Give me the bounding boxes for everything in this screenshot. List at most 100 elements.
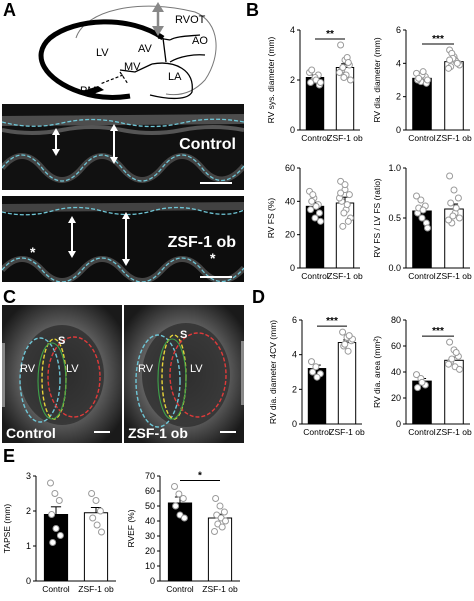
data-point xyxy=(309,191,317,199)
lv-outline xyxy=(169,332,227,418)
label-la: LA xyxy=(168,71,182,83)
data-point xyxy=(445,64,452,72)
heart-diagram: RVOT AO LV AV MV LA PM xyxy=(38,2,217,100)
x-tick-label: ZSF-1 ob xyxy=(436,271,472,281)
data-point xyxy=(92,497,100,504)
data-point xyxy=(307,206,315,214)
mv-line xyxy=(119,63,153,73)
x-tick-label: ZSF-1 ob xyxy=(329,427,365,437)
y-tick-label: 10 xyxy=(145,561,155,571)
rvot-arrow-head-up xyxy=(152,2,164,12)
data-point xyxy=(93,521,101,529)
data-point xyxy=(211,528,218,535)
y-tick-label: 6 xyxy=(292,315,297,325)
panel-label-c: C xyxy=(3,287,16,307)
rvot-wall xyxy=(75,5,217,96)
data-point xyxy=(48,511,56,518)
significance-stars: *** xyxy=(432,326,444,337)
y-tick-label: 3 xyxy=(26,471,31,481)
data-point xyxy=(212,495,220,502)
y-tick-label: 0 xyxy=(150,576,155,586)
data-point xyxy=(180,514,188,522)
av-line xyxy=(162,37,167,63)
y-axis-label: RV dia. diameter (mm) xyxy=(372,37,382,123)
data-point xyxy=(413,192,420,200)
data-point xyxy=(89,514,97,522)
echo-control-rv: RV xyxy=(20,363,36,375)
mmode-zsf-label: ZSF-1 ob xyxy=(167,234,236,251)
data-point xyxy=(220,508,228,516)
data-point xyxy=(448,355,456,363)
data-point xyxy=(445,216,452,224)
echo-control-s: S xyxy=(58,335,66,347)
data-point xyxy=(344,59,352,66)
x-tick-label: ZSF-1 ob xyxy=(436,427,472,437)
data-point xyxy=(413,371,420,379)
data-point xyxy=(453,59,461,67)
y-tick-label: 6 xyxy=(396,25,401,35)
data-point xyxy=(218,523,226,531)
x-tick-label: Control xyxy=(166,584,194,594)
data-point xyxy=(452,204,460,212)
mmode-asterisk-left: * xyxy=(30,244,36,260)
data-point xyxy=(172,502,180,510)
chart-tapse: TAPSE (mm) 0 1 2 3 Control ZSF-1 ob xyxy=(2,471,116,594)
bar-zsf xyxy=(444,61,464,131)
data-point xyxy=(447,199,455,207)
data-point xyxy=(308,66,316,74)
y-tick-label: 40 xyxy=(391,367,401,377)
data-point xyxy=(345,191,353,199)
trace-rv-bottom xyxy=(2,257,244,282)
y-axis-label: RV FS (%) xyxy=(266,198,276,239)
rv-outline xyxy=(19,337,61,423)
mmode-control-label: Control xyxy=(179,136,236,153)
label-ao: AO xyxy=(192,35,208,47)
y-axis-label: RV sys. diameter (mm) xyxy=(266,36,276,123)
mmode-asterisk-right: * xyxy=(210,250,216,266)
data-point xyxy=(56,532,64,539)
data-point xyxy=(344,347,352,355)
rv-outline xyxy=(135,334,181,428)
label-mv: MV xyxy=(124,61,141,73)
label-pm: PM xyxy=(80,85,97,97)
data-point xyxy=(317,217,324,225)
rvot-arrow-head-down xyxy=(152,26,164,36)
chart-rv-dia-area: RV dia. area (mm²) 0 20 40 60 80 Control ZSF-1 … xyxy=(372,315,472,437)
data-point xyxy=(312,202,320,210)
chart-rv-dia-diameter: RV dia. diameter (mm) 0 2 4 6 Control ZSF-1 ob… xyxy=(372,25,472,143)
data-point xyxy=(98,528,105,536)
y-tick-label: 80 xyxy=(391,315,401,325)
data-point xyxy=(415,74,423,82)
data-point xyxy=(222,517,229,525)
echo-control-label: Control xyxy=(6,425,56,441)
data-point xyxy=(336,69,343,76)
x-tick-label: Control xyxy=(408,427,436,437)
echo-zsf: S RV LV ZSF-1 ob xyxy=(124,305,244,443)
septum-line xyxy=(157,37,171,41)
data-point xyxy=(343,201,351,209)
mv-dashed-2 xyxy=(99,74,124,85)
data-point xyxy=(175,490,183,498)
data-point xyxy=(456,214,463,222)
significance-stars: ** xyxy=(326,29,334,40)
panel-label-a: A xyxy=(3,0,16,20)
data-point xyxy=(171,483,178,490)
x-tick-label: ZSF-1 ob xyxy=(327,133,363,143)
y-tick-label: 50 xyxy=(145,501,155,511)
y-tick-label: 4 xyxy=(292,350,297,360)
data-point xyxy=(311,214,319,222)
y-tick-label: 0.0 xyxy=(388,263,401,273)
label-av: AV xyxy=(138,43,153,55)
x-tick-label: ZSF-1 ob xyxy=(327,271,363,281)
data-point xyxy=(456,365,463,373)
data-point xyxy=(55,497,63,504)
data-point xyxy=(424,76,431,84)
x-tick-label: ZSF-1 ob xyxy=(202,584,238,594)
y-tick-label: 60 xyxy=(391,341,401,351)
echo-control: S RV LV Control xyxy=(2,305,122,443)
data-point xyxy=(88,490,96,497)
echo-zsf-rv: RV xyxy=(138,363,154,375)
y-tick-label: 2 xyxy=(396,92,401,102)
lv-wall xyxy=(38,19,165,100)
